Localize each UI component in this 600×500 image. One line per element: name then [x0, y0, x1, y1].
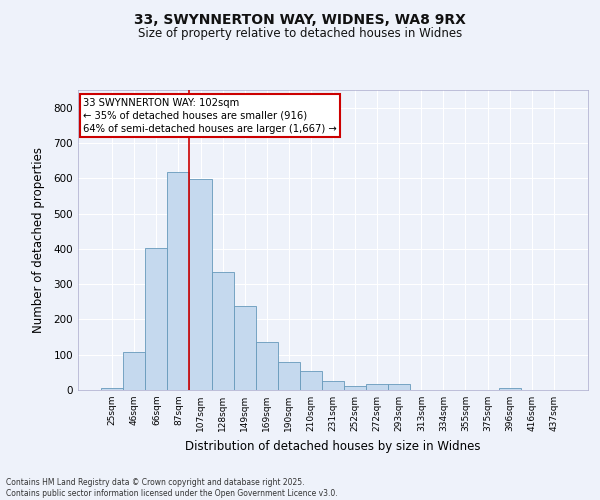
Bar: [212, 272, 233, 390]
Bar: [344, 386, 366, 390]
Bar: [366, 384, 388, 390]
Text: 33 SWYNNERTON WAY: 102sqm
← 35% of detached houses are smaller (916)
64% of semi: 33 SWYNNERTON WAY: 102sqm ← 35% of detac…: [83, 98, 337, 134]
X-axis label: Distribution of detached houses by size in Widnes: Distribution of detached houses by size …: [185, 440, 481, 452]
Y-axis label: Number of detached properties: Number of detached properties: [32, 147, 45, 333]
Bar: [145, 248, 167, 390]
Bar: [300, 372, 322, 390]
Bar: [167, 172, 190, 390]
Text: Size of property relative to detached houses in Widnes: Size of property relative to detached ho…: [138, 28, 462, 40]
Bar: [190, 180, 212, 390]
Bar: [233, 306, 256, 390]
Bar: [499, 388, 521, 390]
Bar: [278, 362, 300, 390]
Bar: [256, 342, 278, 390]
Bar: [322, 381, 344, 390]
Bar: [388, 384, 410, 390]
Text: Contains HM Land Registry data © Crown copyright and database right 2025.
Contai: Contains HM Land Registry data © Crown c…: [6, 478, 338, 498]
Text: 33, SWYNNERTON WAY, WIDNES, WA8 9RX: 33, SWYNNERTON WAY, WIDNES, WA8 9RX: [134, 12, 466, 26]
Bar: [123, 352, 145, 390]
Bar: [101, 388, 123, 390]
